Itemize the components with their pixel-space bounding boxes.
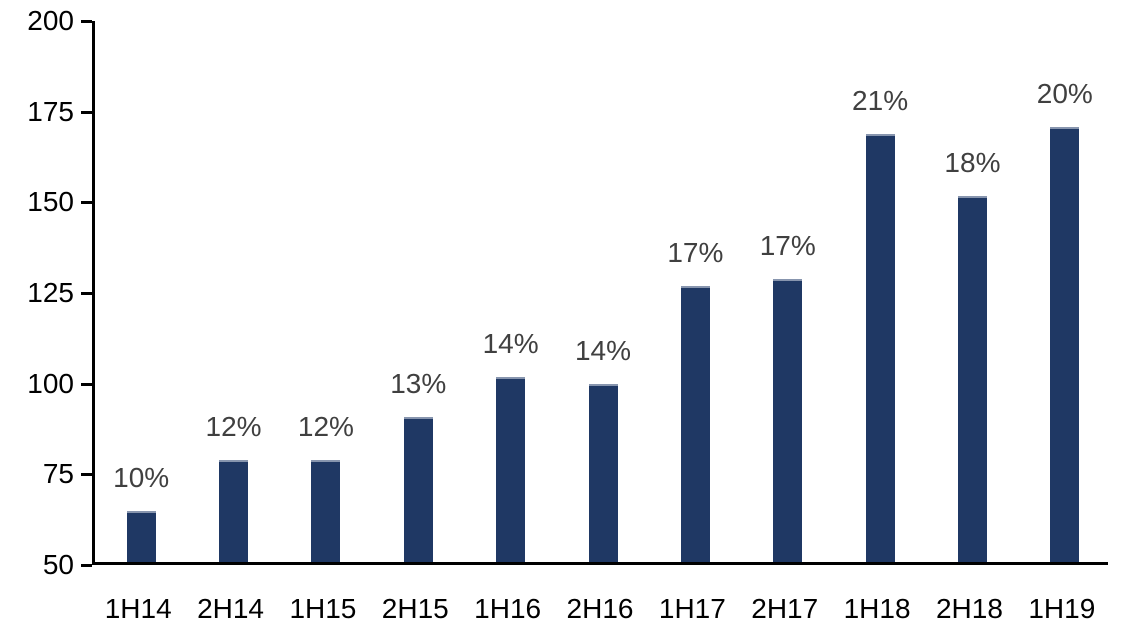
x-axis-category-label: 1H14 [104, 593, 172, 624]
bar-data-label: 12% [297, 411, 354, 443]
bar-2h16 [588, 384, 618, 562]
y-axis-tick-label: 200 [27, 5, 74, 36]
bar-data-label: 14% [482, 328, 539, 360]
bar-data-label: 12% [205, 411, 262, 443]
bar-data-label: 17% [759, 230, 816, 262]
x-axis-category-label: 1H17 [658, 593, 726, 624]
y-axis-tick [81, 382, 92, 386]
x-axis-category-label: 2H18 [935, 593, 1003, 624]
y-axis-tick [81, 564, 92, 567]
bar-2h15 [403, 416, 433, 562]
x-axis-category-label: 1H15 [289, 593, 357, 624]
bar-data-label: 14% [574, 335, 632, 367]
plot-area: 10% 12% 12% 13% 14% 14% 17% 17% 21% 18% 20% [81, 20, 1108, 567]
y-axis-tick-label: 50 [42, 549, 74, 580]
bar-data-label: 21% [852, 85, 909, 117]
bar-data-label: 10% [113, 462, 170, 494]
y-axis-tick-label: 75 [42, 458, 74, 490]
y-axis-tick [81, 292, 92, 295]
y-axis-tick-label: 175 [27, 95, 74, 127]
bar-data-label: 13% [390, 367, 447, 399]
y-axis-tick [81, 110, 92, 114]
x-axis-category-label: 2H14 [197, 593, 264, 624]
bar-2h14 [219, 460, 249, 562]
x-axis-category-label: 2H16 [566, 593, 634, 624]
y-axis-tick [81, 473, 92, 477]
bar-1h19 [1050, 126, 1080, 562]
bar-data-label: 17% [667, 237, 724, 269]
x-axis-category-label: 1H18 [843, 593, 911, 624]
y-axis-tick-label: 125 [27, 277, 74, 308]
bar-1h18 [865, 134, 895, 562]
bar-data-label: 18% [944, 146, 1001, 178]
y-axis-tick [81, 201, 92, 205]
x-axis-category-label: 2H17 [751, 593, 819, 624]
y-axis-tick-label: 100 [27, 367, 74, 399]
x-axis-category-label: 1H19 [1028, 593, 1096, 624]
bar-1h16 [496, 377, 526, 562]
bar-2h18 [957, 195, 987, 562]
x-axis-category-label: 1H16 [474, 593, 542, 624]
x-axis-category-label: 2H15 [381, 593, 449, 624]
y-axis-tick [81, 20, 92, 23]
bar-1h15 [311, 460, 341, 562]
bar-1h14 [126, 511, 156, 562]
bar-1h17 [680, 286, 710, 562]
bar-2h17 [773, 279, 803, 562]
bar-data-label: 20% [1036, 77, 1093, 109]
y-axis-tick-label: 150 [27, 186, 74, 218]
